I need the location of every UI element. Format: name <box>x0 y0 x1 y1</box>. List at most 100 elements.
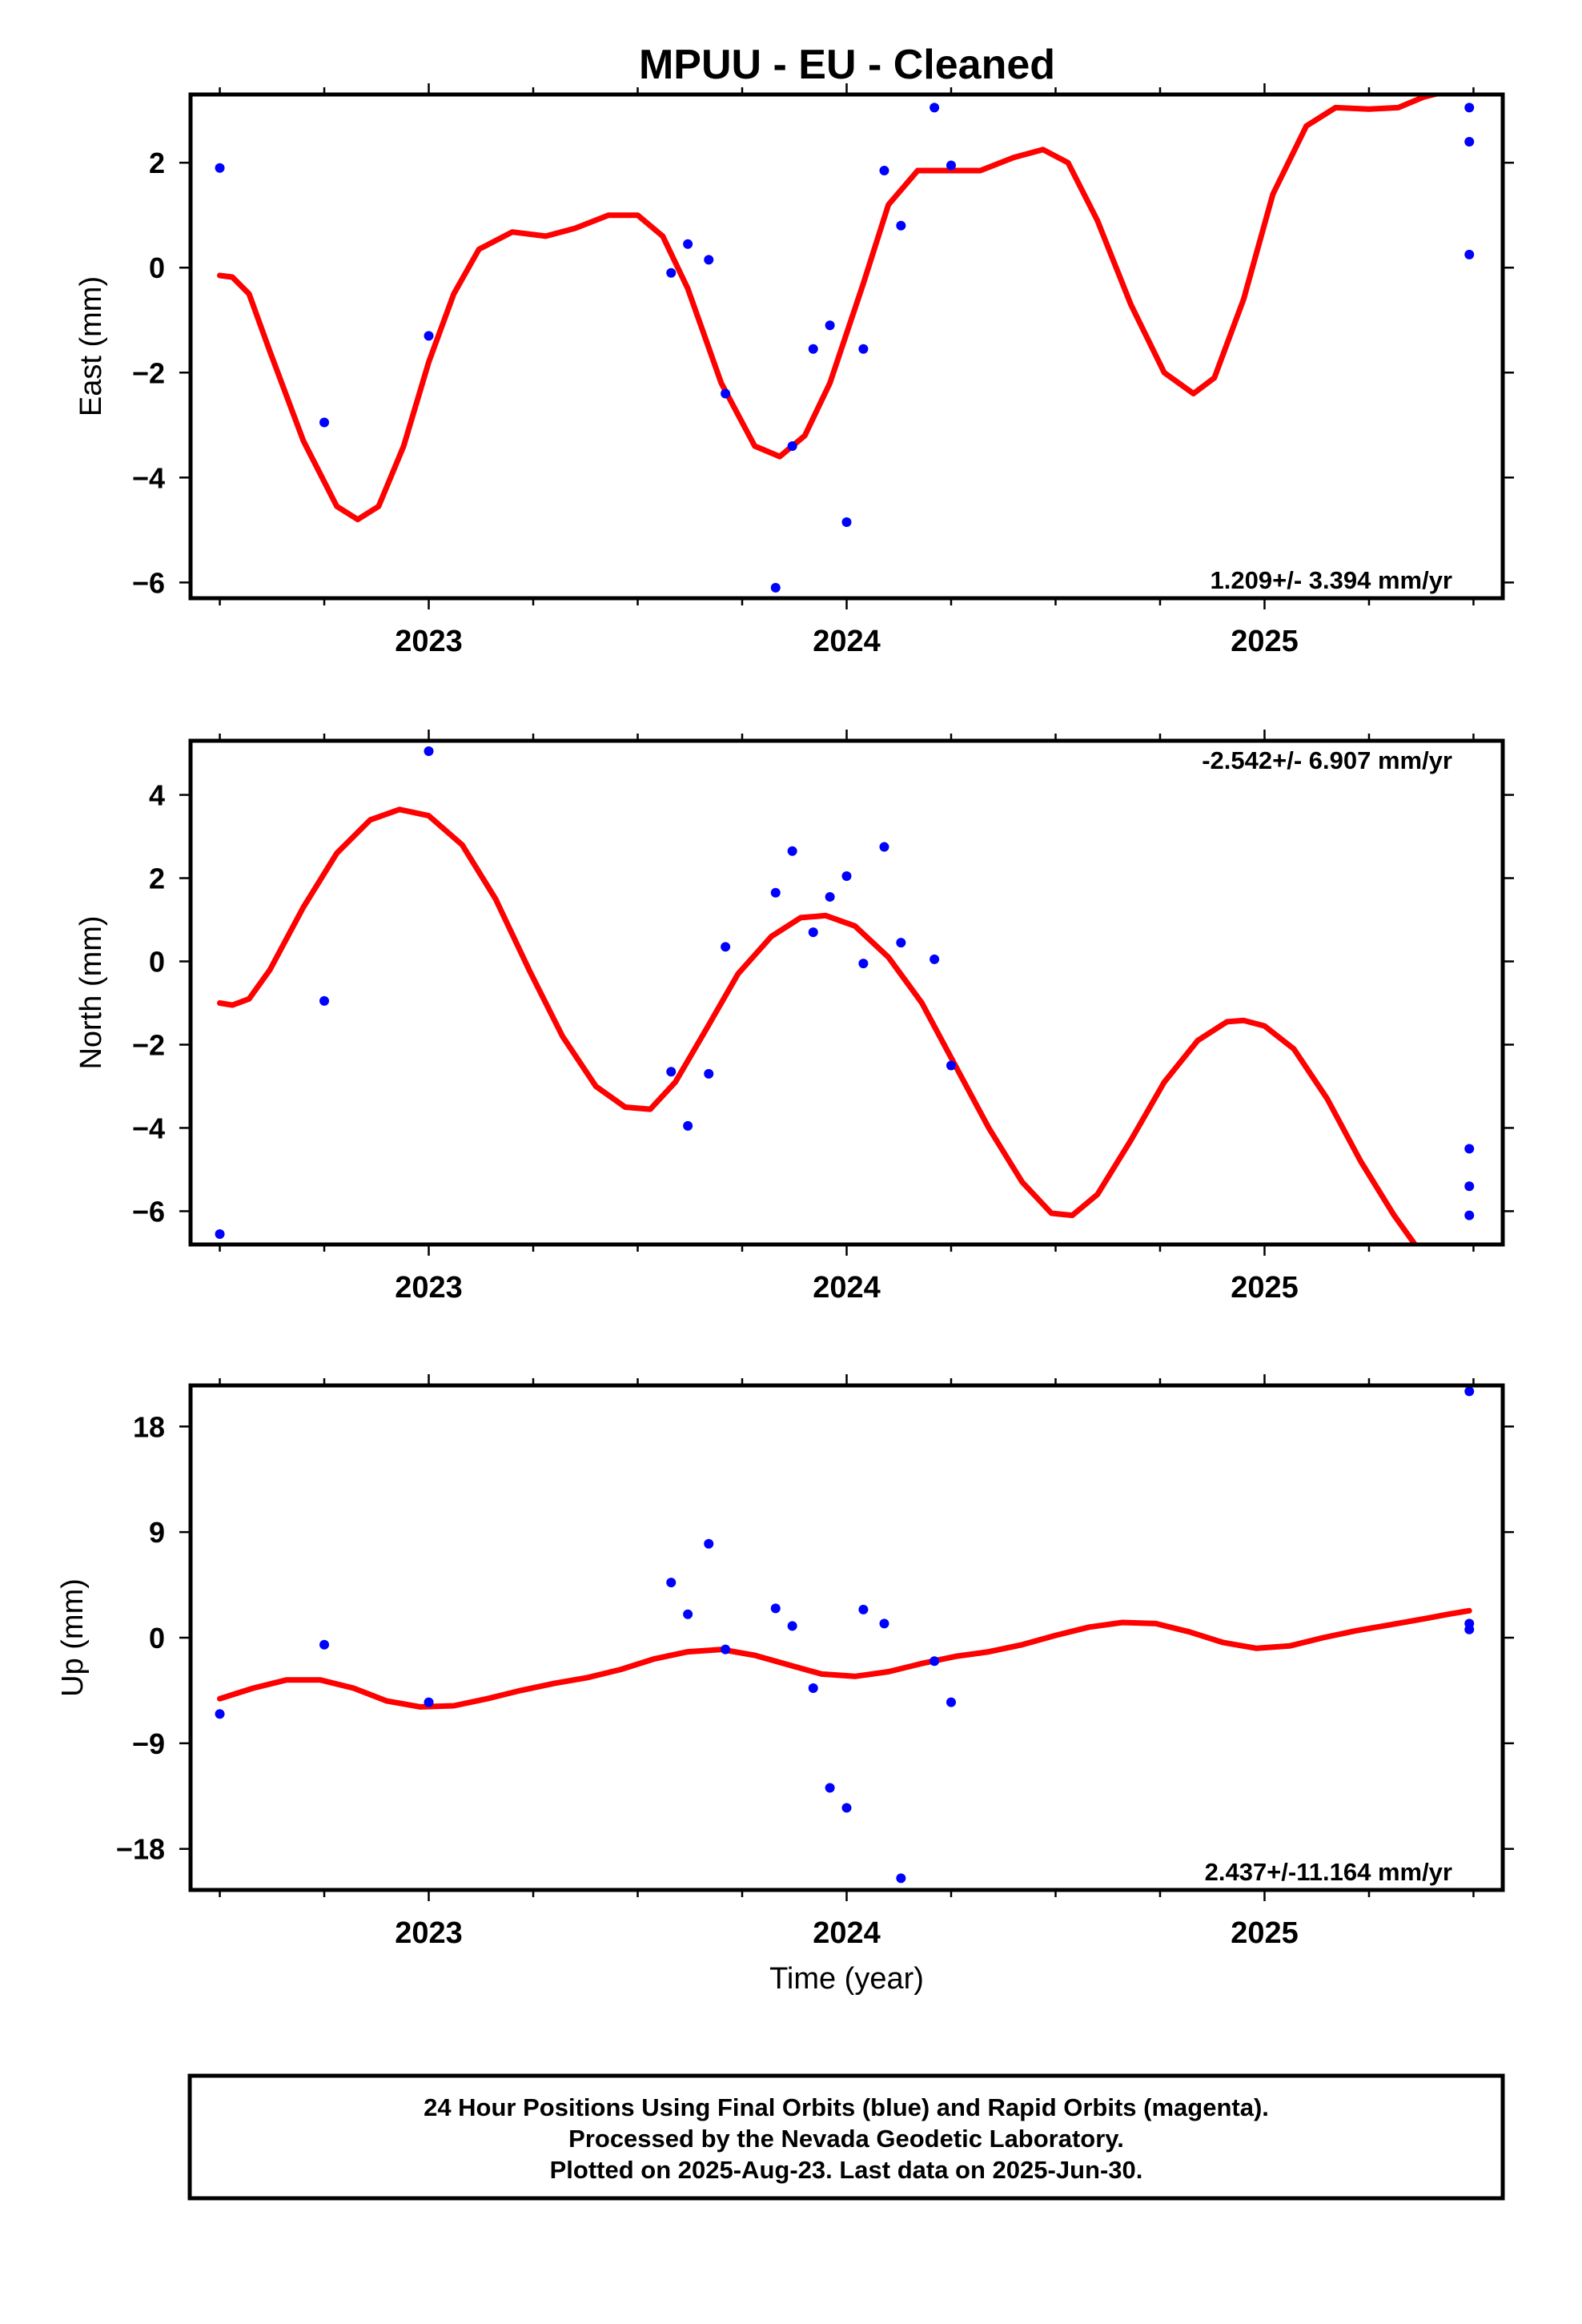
data-point <box>1464 103 1475 113</box>
data-point <box>946 1697 956 1707</box>
data-point <box>879 842 889 852</box>
velocity-label: 1.209+/- 3.394 mm/yr <box>1211 566 1452 594</box>
data-point <box>896 938 906 948</box>
data-point <box>704 255 714 265</box>
data-point <box>666 1067 677 1077</box>
x-tick-label: 2023 <box>395 625 463 658</box>
data-point <box>770 887 781 898</box>
x-tick-label: 2025 <box>1231 1916 1299 1950</box>
data-point <box>841 870 852 881</box>
data-point <box>808 344 818 354</box>
data-point <box>1464 1181 1475 1192</box>
x-tick-label: 2025 <box>1231 625 1299 658</box>
data-point <box>879 1618 889 1629</box>
data-point <box>841 1803 852 1813</box>
y-axis-title: East (mm) <box>74 276 108 416</box>
data-point <box>787 1621 797 1631</box>
footer-box: 24 Hour Positions Using Final Orbits (bl… <box>187 2073 1505 2201</box>
data-point <box>858 344 869 354</box>
data-point <box>858 959 869 969</box>
data-point <box>946 1060 956 1071</box>
footer-line-3: Plotted on 2025-Aug-23. Last data on 202… <box>550 2156 1143 2184</box>
data-point <box>319 1639 330 1650</box>
velocity-label: 2.437+/-11.164 mm/yr <box>1205 1858 1452 1886</box>
data-point <box>946 160 956 171</box>
data-point <box>825 320 835 331</box>
y-tick-label: −2 <box>132 1028 165 1061</box>
y-tick-label: 0 <box>149 251 165 284</box>
panels: 2023 2024 2025 2 0 −2 −4 −6 East (mm) 1.209+/- 3.… <box>56 83 1514 1996</box>
data-point <box>930 1656 940 1667</box>
y-tick-label: 2 <box>149 862 165 895</box>
y-tick-label: −4 <box>132 1112 165 1144</box>
figure-title: MPUU - EU - Cleaned <box>639 42 1055 88</box>
data-point <box>424 1697 434 1707</box>
data-point <box>666 267 677 278</box>
data-point <box>841 517 852 527</box>
y-tick-label: 2 <box>149 147 165 179</box>
data-point <box>808 927 818 938</box>
footer-line-1: 24 Hour Positions Using Final Orbits (bl… <box>424 2093 1269 2121</box>
plot-frame <box>188 738 1505 1247</box>
data-point <box>1464 1144 1475 1154</box>
data-point <box>808 1683 818 1693</box>
data-point <box>704 1068 714 1079</box>
data-point <box>858 1604 869 1614</box>
data-point <box>930 103 940 113</box>
data-point <box>896 1873 906 1884</box>
data-point <box>770 1603 781 1614</box>
data-point <box>424 746 434 756</box>
fit-curve <box>217 94 1446 523</box>
fit-curve <box>217 806 1418 1244</box>
data-point <box>930 954 940 964</box>
y-tick-label: −6 <box>132 1195 165 1228</box>
x-tick-label: 2023 <box>395 1916 463 1950</box>
y-tick-label: 4 <box>149 779 165 812</box>
data-point <box>319 417 330 428</box>
y-tick-label: −9 <box>132 1727 165 1760</box>
y-tick-label: −18 <box>116 1833 165 1866</box>
data-point <box>1464 1210 1475 1220</box>
data-point <box>721 942 731 952</box>
x-tick-label: 2024 <box>813 1916 881 1950</box>
y-tick-label: 9 <box>149 1516 165 1549</box>
data-point <box>1464 1624 1475 1634</box>
plot-frame <box>188 1383 1505 1892</box>
data-point <box>683 239 693 249</box>
data-point <box>666 1578 677 1588</box>
data-point <box>1464 249 1475 259</box>
data-point <box>215 1229 225 1240</box>
x-tick-label: 2025 <box>1231 1271 1299 1305</box>
x-tick-label: 2024 <box>813 1271 881 1305</box>
x-tick-label: 2024 <box>813 625 881 658</box>
data-point <box>1464 1386 1475 1397</box>
x-tick-label: 2023 <box>395 1271 463 1305</box>
data-point <box>770 582 781 593</box>
data-point <box>825 891 835 902</box>
data-point <box>704 1538 714 1549</box>
data-point <box>787 440 797 451</box>
y-axis-title: North (mm) <box>74 915 108 1069</box>
plot-frame <box>188 92 1505 601</box>
data-point <box>879 166 889 176</box>
y-tick-label: 0 <box>149 1622 165 1655</box>
data-point <box>1464 136 1475 147</box>
y-tick-label: −2 <box>132 356 165 389</box>
footer-line-2: Processed by the Nevada Geodetic Laborat… <box>568 2125 1124 2153</box>
velocity-label: -2.542+/- 6.907 mm/yr <box>1202 746 1452 774</box>
data-point <box>424 331 434 341</box>
y-axis-title: Up (mm) <box>56 1578 90 1697</box>
data-point <box>825 1783 835 1793</box>
y-tick-label: −4 <box>132 461 165 494</box>
data-point <box>319 995 330 1006</box>
data-point <box>896 220 906 231</box>
data-point <box>683 1120 693 1131</box>
footer-frame <box>187 2073 1505 2201</box>
data-point <box>683 1609 693 1619</box>
data-point <box>215 1709 225 1719</box>
data-point <box>721 1644 731 1655</box>
panel-up: 2023 2024 2025 18 9 0 −9 −18 Up (mm) Time (year) 2… <box>56 1374 1514 1996</box>
fit-curve <box>217 1607 1472 1710</box>
